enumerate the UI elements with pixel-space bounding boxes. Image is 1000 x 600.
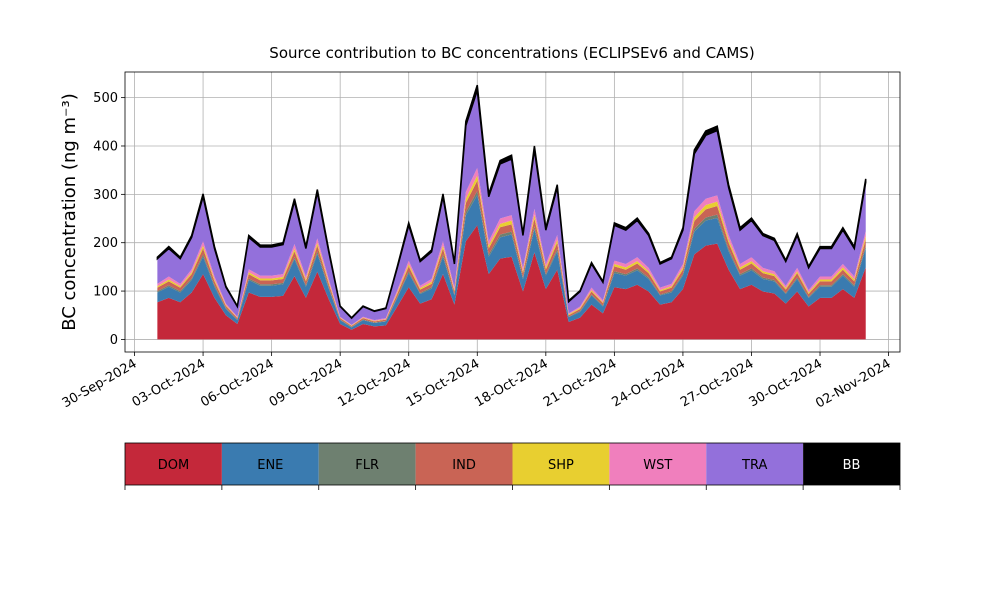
- x-tick-label: 03-Oct-2024: [130, 356, 208, 410]
- y-tick-label: 200: [93, 236, 118, 251]
- x-tick-label: 12-Oct-2024: [335, 356, 413, 410]
- legend-swatch: [221, 443, 319, 485]
- x-tick-label: 06-Oct-2024: [198, 356, 276, 410]
- x-tick-label: 21-Oct-2024: [541, 356, 619, 410]
- axes-frame: [124, 71, 901, 353]
- legend-label: WST: [643, 458, 672, 473]
- areas: [156, 84, 867, 340]
- legend-swatch: [415, 443, 513, 485]
- x-tick-label: 09-Oct-2024: [267, 356, 345, 410]
- legend-label: TRA: [741, 458, 767, 473]
- x-tick-label: 30-Sep-2024: [60, 356, 140, 411]
- x-tick-label: 15-Oct-2024: [404, 356, 482, 410]
- chart-title: Source contribution to BC concentrations…: [269, 44, 754, 62]
- x-tick-label: 30-Oct-2024: [747, 356, 825, 410]
- legend-swatch: [803, 443, 900, 485]
- legend-swatch: [318, 443, 416, 485]
- area: [156, 84, 867, 320]
- x-tick-label: 24-Oct-2024: [610, 356, 688, 410]
- area: [157, 225, 866, 340]
- y-tick-label: 100: [93, 285, 118, 300]
- y-tick-label: 300: [93, 188, 118, 203]
- legend-swatch: [706, 443, 804, 485]
- legend-label: BB: [843, 458, 861, 473]
- x-tick-label: 18-Oct-2024: [472, 356, 550, 410]
- legend-swatch: [512, 443, 610, 485]
- legend-label: FLR: [355, 458, 379, 473]
- x-tick-label: 27-Oct-2024: [678, 356, 756, 410]
- legend-label: IND: [452, 458, 476, 473]
- legend-swatch: [609, 443, 707, 485]
- area: [157, 194, 866, 330]
- y-tick-label: 0: [110, 333, 118, 348]
- y-tick-label: 400: [93, 139, 118, 154]
- legend-swatch: [125, 443, 222, 485]
- legend-frame: [124, 442, 901, 486]
- area: [157, 90, 866, 325]
- x-tick-label: 02-Nov-2024: [813, 356, 893, 411]
- y-tick-label: 500: [93, 91, 118, 106]
- legend-label: SHP: [548, 458, 574, 473]
- legend-label: ENE: [257, 458, 283, 473]
- y-axis-label: BC concentration (ng m⁻³): [59, 93, 80, 331]
- legend-label: DOM: [158, 458, 189, 473]
